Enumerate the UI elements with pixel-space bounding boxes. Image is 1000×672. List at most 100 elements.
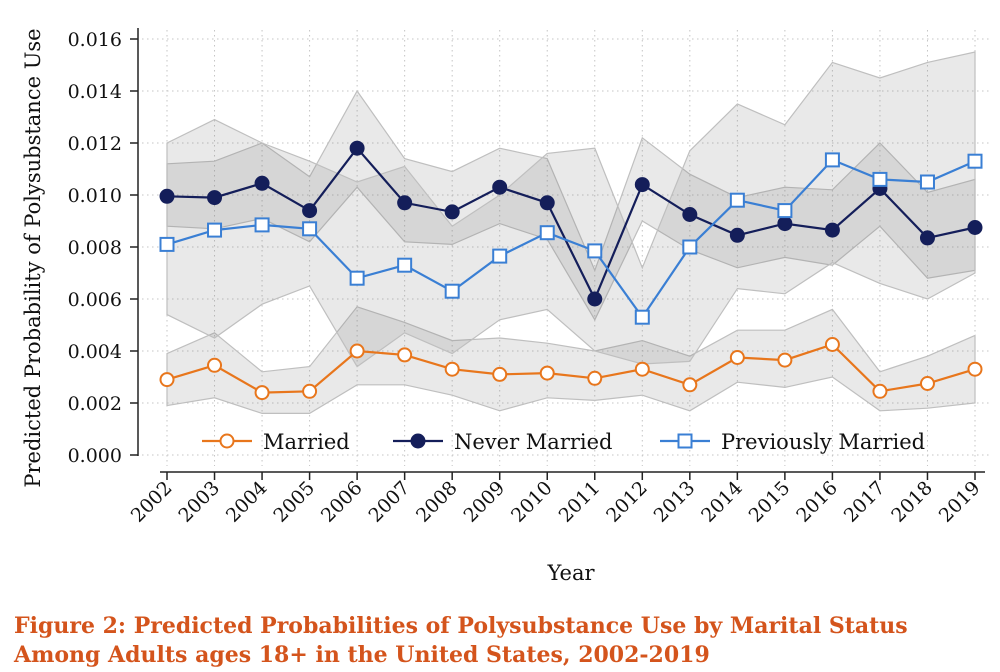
point-never-married [159, 188, 175, 204]
point-previously-married [967, 153, 983, 169]
point-married [824, 337, 840, 352]
x-tick-label: 2012 [602, 477, 652, 527]
point-married [207, 357, 223, 373]
point-previously-married [729, 192, 745, 208]
point-married [254, 385, 270, 401]
point-never-married [539, 195, 555, 211]
series-lines [166, 146, 976, 394]
point-previously-married [919, 174, 935, 190]
x-tick-label: 2019 [935, 477, 985, 527]
point-never-married [444, 204, 460, 220]
y-tick-label: 0.000 [68, 445, 122, 467]
y-tick-label: 0.002 [68, 393, 122, 415]
legend-label-never-married: Never Married [454, 430, 613, 454]
point-married [159, 372, 175, 388]
x-tick-label: 2009 [459, 477, 509, 527]
point-previously-married [159, 236, 175, 252]
point-previously-married [207, 222, 223, 238]
y-tick-label: 0.016 [68, 29, 122, 51]
point-previously-married [349, 270, 365, 286]
point-never-married [587, 291, 603, 307]
point-never-married [634, 177, 650, 193]
x-tick-label: 2003 [174, 477, 224, 527]
line-previously-married [166, 158, 976, 320]
y-tick-label: 0.012 [68, 133, 122, 155]
ci-band-married [166, 306, 976, 414]
point-previously-married [587, 243, 603, 259]
point-never-married [349, 140, 365, 156]
point-previously-married [634, 309, 650, 325]
x-tick-label: 2010 [507, 477, 557, 527]
x-tick-label: 2002 [127, 477, 177, 527]
point-married [919, 376, 935, 391]
point-married [729, 350, 745, 365]
y-tick-label: 0.006 [68, 289, 122, 311]
point-previously-married [302, 221, 318, 237]
point-married [539, 365, 555, 381]
y-tick-label: 0.004 [68, 341, 122, 363]
caption-line-2: Among Adults ages 18+ in the United Stat… [14, 642, 710, 668]
point-previously-married [777, 203, 793, 219]
x-tick-label: 2013 [650, 477, 700, 527]
point-never-married [729, 227, 745, 243]
point-never-married [302, 203, 318, 219]
point-never-married [682, 207, 698, 222]
point-married [777, 352, 793, 368]
point-previously-married [492, 248, 508, 264]
chart: 0.000 0.002 0.004 0.006 0.008 0.010 0.012 0.014… [21, 28, 990, 585]
x-tick-label: 2008 [412, 477, 462, 527]
axes [137, 28, 985, 473]
point-married [397, 347, 413, 363]
point-previously-married [397, 257, 413, 273]
point-previously-married [444, 283, 460, 299]
y-tick-label: 0.010 [68, 185, 122, 207]
x-tick-label: 2006 [317, 477, 367, 527]
point-married [492, 366, 508, 382]
legend-marker-married [219, 433, 235, 449]
point-never-married [967, 220, 983, 235]
point-married [444, 361, 460, 377]
point-never-married [919, 230, 935, 246]
legend-marker-never-married [410, 433, 426, 449]
x-axis-title: Year [546, 561, 595, 585]
x-tick-label: 2004 [222, 477, 272, 527]
point-previously-married [824, 152, 840, 168]
point-married [587, 370, 603, 386]
point-never-married [397, 195, 413, 211]
x-tick-label: 2018 [887, 477, 937, 527]
x-tick-label: 2014 [697, 477, 747, 527]
point-married [634, 361, 650, 377]
ci-band-previously-married [166, 51, 976, 368]
x-tick-label: 2016 [792, 477, 842, 527]
x-tick-label: 2011 [555, 477, 605, 527]
x-tick-label: 2015 [745, 477, 795, 527]
point-never-married [777, 216, 793, 232]
x-tick-label: 2017 [840, 477, 890, 527]
series-markers [159, 140, 983, 401]
figure-caption: Figure 2: Predicted Probabilities of Pol… [14, 612, 994, 670]
point-never-married [254, 175, 270, 191]
point-never-married [824, 222, 840, 238]
caption-line-1: Figure 2: Predicted Probabilities of Pol… [14, 613, 908, 639]
point-never-married [492, 179, 508, 195]
legend-label-previously-married: Previously Married [721, 430, 925, 454]
point-married [302, 383, 318, 399]
y-tick-label: 0.008 [68, 237, 122, 259]
x-tick-label: 2007 [364, 477, 414, 527]
y-axis-title: Predicted Probability of Polysubstance U… [21, 28, 45, 487]
line-never-married [166, 146, 976, 302]
line-married [166, 343, 976, 394]
point-married [349, 343, 365, 359]
legend-label-married: Married [263, 430, 350, 454]
point-previously-married [682, 239, 698, 255]
point-previously-married [254, 217, 270, 233]
legend-marker-previously-married [677, 433, 693, 449]
point-previously-married [539, 225, 555, 241]
y-tick-label: 0.014 [68, 81, 122, 103]
point-married [682, 377, 698, 393]
point-married [967, 361, 983, 377]
point-previously-married [872, 171, 888, 187]
point-never-married [207, 190, 223, 206]
confidence-bands [166, 51, 976, 414]
point-married [872, 383, 888, 399]
